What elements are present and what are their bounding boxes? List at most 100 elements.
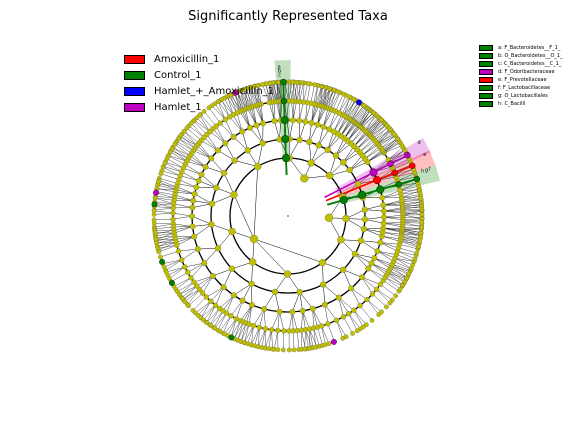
taxon-node: [203, 294, 210, 300]
tree-branch: [184, 262, 205, 268]
tree-branch: [236, 300, 243, 319]
taxon-node: [348, 285, 355, 292]
taxon-node: [291, 347, 297, 353]
tree-branch: [324, 304, 337, 321]
clade-legend-swatch: [479, 45, 493, 51]
tree-branch: [383, 228, 403, 231]
tree-branch: [343, 98, 354, 116]
tree-branch: [327, 90, 337, 109]
tree-branch: [166, 266, 185, 273]
tree-branch: [154, 207, 174, 211]
taxon-node: [320, 123, 327, 130]
tree-branch: [284, 82, 289, 102]
significant-leaf: [153, 189, 159, 196]
tree-branch: [280, 82, 283, 102]
tree-branch: [383, 139, 399, 152]
chart-title: Significantly Represented Taxa: [188, 9, 388, 24]
tree-branch: [387, 272, 403, 286]
taxon-node: [390, 297, 395, 303]
tree-branch: [181, 171, 199, 181]
tree-branch: [390, 268, 408, 278]
tree-branch: [344, 123, 357, 139]
taxon-node: [170, 210, 176, 216]
taxon-node: [239, 297, 246, 304]
tree-branch: [197, 247, 219, 250]
tree-branch: [383, 200, 402, 206]
tree-branch: [197, 301, 211, 316]
tree-branch: [292, 101, 295, 121]
tree-branch: [327, 133, 338, 151]
tree-branch: [380, 242, 398, 252]
tree-branch: [320, 86, 323, 106]
tree-branch: [402, 210, 422, 212]
tree-branch: [328, 112, 340, 130]
taxon-node: [247, 124, 254, 131]
taxon-node: [214, 147, 221, 154]
tree-branch: [283, 330, 285, 350]
tree-branch: [223, 268, 233, 288]
tree-branch: [321, 325, 330, 344]
tree-branch: [394, 257, 412, 269]
tree-branch: [392, 264, 411, 271]
taxon-node: [175, 248, 182, 254]
tree-branch: [381, 235, 401, 242]
tree-branch: [288, 82, 293, 102]
clade-legend-label: e: F_Prevotellaceae: [498, 77, 547, 83]
tree-branch: [249, 107, 257, 126]
tree-branch: [253, 238, 288, 275]
taxon-node: [190, 197, 197, 204]
tree-branch: [367, 151, 384, 163]
tree-branch: [253, 308, 265, 326]
taxon-node: [361, 216, 369, 223]
tree-branch: [361, 277, 377, 290]
tree-branch: [396, 254, 415, 262]
legend-label: Control_1: [154, 69, 202, 81]
tree-branch: [364, 219, 384, 224]
tree-branch: [402, 218, 422, 220]
tree-branch: [380, 284, 396, 296]
taxon-node: [201, 260, 208, 267]
tree-branch: [320, 88, 330, 106]
taxon-node: [309, 305, 316, 312]
tree-branch: [356, 136, 372, 150]
tree-branch: [349, 161, 368, 171]
tree-branch: [219, 315, 232, 332]
tree-branch: [400, 192, 420, 195]
tree-branch: [155, 192, 175, 198]
tree-branch: [170, 152, 187, 162]
taxon-node: [377, 281, 384, 288]
tree-branch: [279, 101, 281, 121]
tree-branch: [299, 292, 303, 311]
tree-branch: [389, 270, 407, 279]
tree-branch: [160, 251, 179, 258]
taxon-node: [373, 286, 380, 292]
tree-branch: [155, 196, 175, 198]
tree-branch: [206, 134, 219, 151]
tree-branch: [402, 222, 422, 228]
tree-branch: [156, 188, 176, 193]
clade-label-c: c: [278, 72, 281, 78]
tree-branch: [192, 224, 212, 227]
taxon-node: [170, 205, 176, 211]
tree-branch: [343, 316, 353, 334]
tree-branch: [290, 82, 292, 102]
tree-branch: [397, 251, 416, 260]
taxon-node: [262, 326, 269, 332]
tree-branch: [400, 189, 420, 191]
taxon-node: [184, 125, 190, 131]
tree-branch: [278, 101, 281, 121]
tree-branch: [203, 137, 219, 151]
taxon-node: [330, 128, 337, 135]
tree-branch: [292, 292, 300, 312]
tree-branch: [225, 143, 235, 161]
tree-branch: [320, 87, 327, 106]
tree-branch: [237, 323, 247, 341]
tree-branch: [204, 248, 219, 264]
tree-branch: [158, 245, 177, 253]
tree-branch: [377, 134, 395, 144]
tree-branch: [180, 135, 196, 149]
tree-branch: [362, 141, 377, 156]
tree-branch: [401, 234, 421, 240]
tree-branch: [165, 161, 184, 169]
